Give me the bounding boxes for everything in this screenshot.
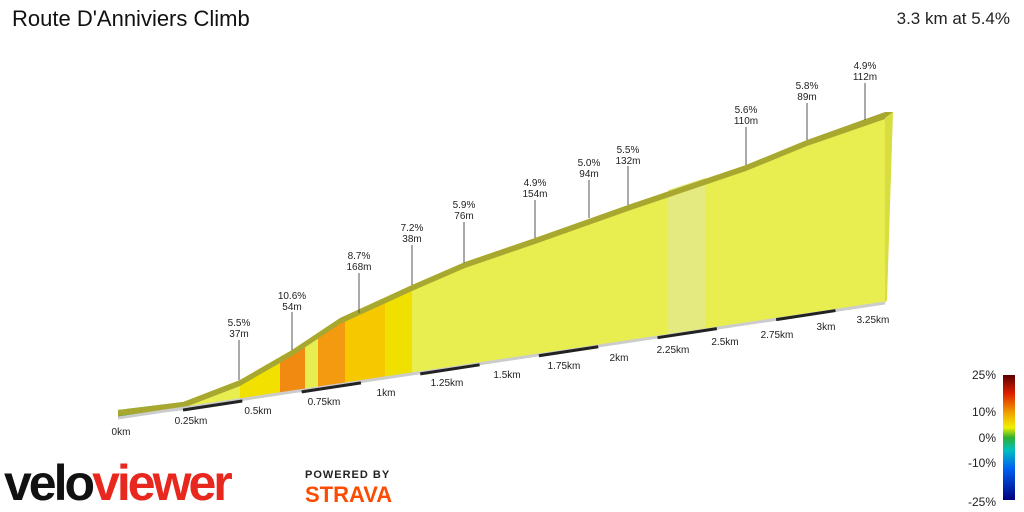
legend-label: 0% <box>979 431 997 445</box>
distance-label: 0.75km <box>308 397 341 408</box>
distance-label: 1.75km <box>548 361 581 372</box>
segment-length: 112m <box>853 72 877 83</box>
segment-length: 168m <box>346 262 371 273</box>
end-face <box>885 112 893 303</box>
segment-length: 76m <box>454 211 473 222</box>
segment-grade: 5.5% <box>228 318 251 329</box>
segment-grade: 5.0% <box>578 158 601 169</box>
segment-grade: 5.8% <box>796 81 819 92</box>
segment-grade: 5.6% <box>735 105 758 116</box>
distance-label: 0.5km <box>244 406 271 417</box>
distance-label: 1.5km <box>493 370 520 381</box>
powered-by: POWERED BY <box>305 469 390 481</box>
distance-label: 2km <box>610 353 629 364</box>
logo-viewer: viewer <box>92 455 232 511</box>
summary: 3.3 km at 5.4% <box>897 9 1010 28</box>
segment-grade: 4.9% <box>854 61 877 72</box>
distance-label: 2.5km <box>711 337 738 348</box>
segment-length: 154m <box>522 189 547 200</box>
profile <box>117 112 893 420</box>
segment-grade: 8.7% <box>348 251 371 262</box>
segment-length: 38m <box>402 234 421 245</box>
segment-length: 110m <box>734 116 758 127</box>
segment-grade: 7.2% <box>401 223 424 234</box>
segment-length: 37m <box>229 329 248 340</box>
segment-annotations: 5.5%37m10.6%54m8.7%168m7.2%38m5.9%76m4.9… <box>228 61 877 380</box>
base-line <box>117 301 886 420</box>
legend-label: -25% <box>968 495 996 509</box>
segment-grade: 5.9% <box>453 200 476 211</box>
distance-label: 1.25km <box>431 378 464 389</box>
segment-length: 94m <box>579 169 598 180</box>
segment-length: 89m <box>797 92 816 103</box>
segment-length: 132m <box>615 156 640 167</box>
segment-length: 54m <box>282 302 301 313</box>
segment-grade: 4.9% <box>524 178 547 189</box>
distance-label: 0.25km <box>175 416 208 427</box>
legend-label: 25% <box>972 368 996 382</box>
logo-velo: velo <box>4 455 94 511</box>
distance-label: 0km <box>112 427 131 438</box>
segment-grade: 10.6% <box>278 291 306 302</box>
distance-label: 2.25km <box>657 345 690 356</box>
legend-bar <box>1003 375 1015 500</box>
distance-label: 3.25km <box>857 315 890 326</box>
band <box>668 178 705 336</box>
legend-label: -10% <box>968 456 996 470</box>
legend: 25% 10% 0% -10% -25% <box>968 368 996 509</box>
title: Route D'Anniviers Climb <box>12 6 250 31</box>
band <box>345 298 385 384</box>
band <box>385 285 412 378</box>
distance-label: 2.75km <box>761 330 794 341</box>
distance-label: 1km <box>377 388 396 399</box>
segment-grade: 5.5% <box>617 145 640 156</box>
logo: veloviewer <box>4 455 232 511</box>
distance-axis: 0km 0.25km 0.5km 0.75km 1km 1.25km 1.5km 1.75km… <box>112 315 890 438</box>
strava-logo: STRAVA <box>305 482 392 507</box>
top-edge <box>118 112 893 416</box>
legend-label: 10% <box>972 405 996 419</box>
distance-label: 3km <box>817 322 836 333</box>
